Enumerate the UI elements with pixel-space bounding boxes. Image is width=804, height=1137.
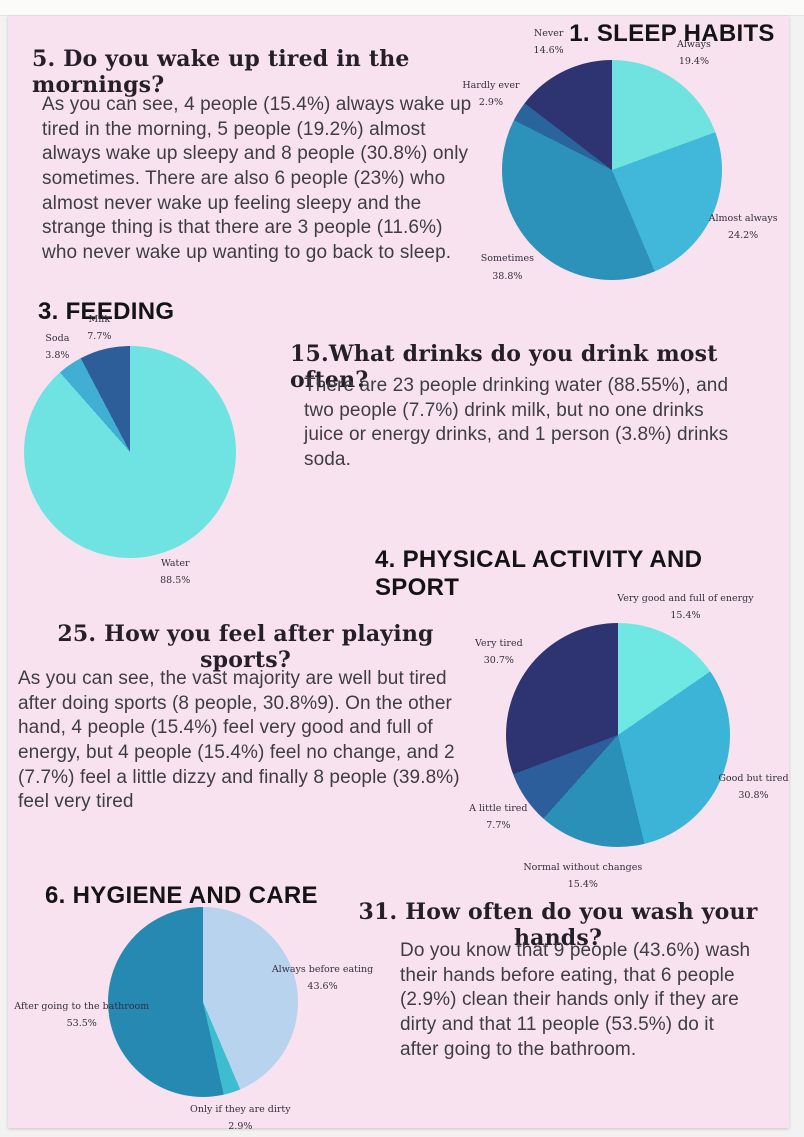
drinks-question-title: 15.What drinks do you drink most often? xyxy=(290,341,718,393)
pie-slice-percent: 88.5% xyxy=(160,574,191,586)
pie-slice-name: Very good and full of energy xyxy=(617,592,754,604)
pie-slice-label: Almost always 24.2% xyxy=(709,210,778,244)
hygiene-heading: 6. HYGIENE AND CARE xyxy=(45,882,318,909)
sports-question-title: 25. How you feel after playing sports? xyxy=(57,621,434,673)
sleep-habits-pie-chart: Always 19.4% Almost always 24.2% Sometimes 38… xyxy=(462,20,777,320)
pie-slice-label: Very good and full of energy 15.4% xyxy=(617,590,753,624)
sleep-habits-heading: 1. SLEEP HABITS xyxy=(569,20,775,47)
sports-paragraph: As you can see, the vast majority are we… xyxy=(18,668,460,813)
pie-slice-label: Water 88.5% xyxy=(160,555,190,589)
pie-slice-name: Always xyxy=(676,38,711,50)
drinks-paragraph: There are 23 people drinking water (88.5… xyxy=(304,375,729,471)
hygiene-pie-chart: Always before eating 43.6% Only if they ar… xyxy=(14,852,373,1137)
sleep-paragraph: As you can see, 4 people (15.4%) always … xyxy=(42,94,472,264)
pie-circle xyxy=(506,623,730,847)
pie-slice-label: Hardly ever 2.9% xyxy=(462,77,519,111)
pie-slice-percent: 2.9% xyxy=(228,1121,253,1133)
pie-slice-percent: 19.4% xyxy=(678,55,710,67)
pie-slice-label: Good but tired 30.8% xyxy=(718,770,788,804)
pie-circle xyxy=(502,60,722,280)
pie-slice-percent: 14.6% xyxy=(533,44,564,56)
pie-slice-label: Only if they are dirty 2.9% xyxy=(190,1101,291,1135)
pie-slice-label: Always before eating 43.6% xyxy=(272,961,373,995)
pie-slice-label: Sometimes 38.8% xyxy=(481,250,534,284)
pie-slice-name: Only if they are dirty xyxy=(190,1104,291,1116)
wash-hands-paragraph: Do you know that 9 people (43.6%) wash t… xyxy=(400,940,751,1060)
pie-slice-label: Milk 7.7% xyxy=(87,311,111,345)
pie-slice-label: After going to the bathroom 53.5% xyxy=(14,998,149,1032)
pie-slice-label: Never 14.6% xyxy=(534,25,564,59)
pie-slice-name: Very tired xyxy=(475,638,523,650)
pie-slice-percent: 30.7% xyxy=(483,655,514,667)
pie-slice-percent: 7.7% xyxy=(486,819,511,831)
pie-slice-label: Always 19.4% xyxy=(677,36,711,70)
pie-slice-name: Sometimes xyxy=(480,253,534,265)
pie-slice-percent: 53.5% xyxy=(66,1018,97,1030)
pie-slice-name: Soda xyxy=(45,332,70,344)
pie-slice-percent: 3.8% xyxy=(45,349,70,361)
pie-slice-label: Very tired 30.7% xyxy=(475,635,523,669)
pie-slice-name: Good but tired xyxy=(718,772,789,784)
pie-slice-percent: 24.2% xyxy=(728,230,759,242)
page-margin-top xyxy=(0,0,804,16)
feeding-heading: 3. FEEDING xyxy=(38,298,175,325)
physical-activity-pie-chart: Very good and full of energy 15.4% Good bu… xyxy=(458,575,788,895)
pie-slice-label: A little tired 7.7% xyxy=(469,800,527,834)
pie-slice-label: Soda 3.8% xyxy=(45,329,69,363)
pie-slice-name: Normal without changes xyxy=(523,861,643,873)
wash-hands-question-title: 31. How often do you wash your hands? xyxy=(358,899,758,951)
pie-slice-percent: 2.9% xyxy=(478,96,503,108)
pie-slice-percent: 15.4% xyxy=(567,878,598,890)
pie-slice-percent: 15.4% xyxy=(670,609,701,621)
pie-circle xyxy=(24,346,236,558)
pie-slice-percent: 7.7% xyxy=(87,330,112,342)
pie-slice-percent: 38.8% xyxy=(492,270,523,282)
pie-slice-name: Milk xyxy=(88,313,111,325)
pie-slice-name: Almost always xyxy=(708,212,778,224)
pie-slice-percent: 30.8% xyxy=(738,789,769,801)
pie-circle xyxy=(108,907,298,1097)
feeding-pie-chart: Water 88.5% Soda 3.8% Milk 7.7% xyxy=(0,302,280,602)
page: 1. SLEEP HABITS 5. Do you wake up tired … xyxy=(8,16,789,1132)
pie-slice-percent: 43.6% xyxy=(307,980,338,992)
pie-slice-name: Hardly ever xyxy=(462,79,520,91)
pie-slice-name: After going to the bathroom xyxy=(14,1001,150,1013)
pie-slice-name: A little tired xyxy=(469,802,528,814)
pie-slice-name: Water xyxy=(160,557,190,569)
pie-slice-name: Always before eating xyxy=(271,963,374,975)
sleep-question-title: 5. Do you wake up tired in the mornings? xyxy=(32,46,410,98)
pie-slice-label: Normal without changes 15.4% xyxy=(523,859,642,893)
pie-slice-name: Never xyxy=(533,27,564,39)
physical-activity-heading: 4. PHYSICAL ACTIVITY AND SPORT xyxy=(375,546,703,601)
